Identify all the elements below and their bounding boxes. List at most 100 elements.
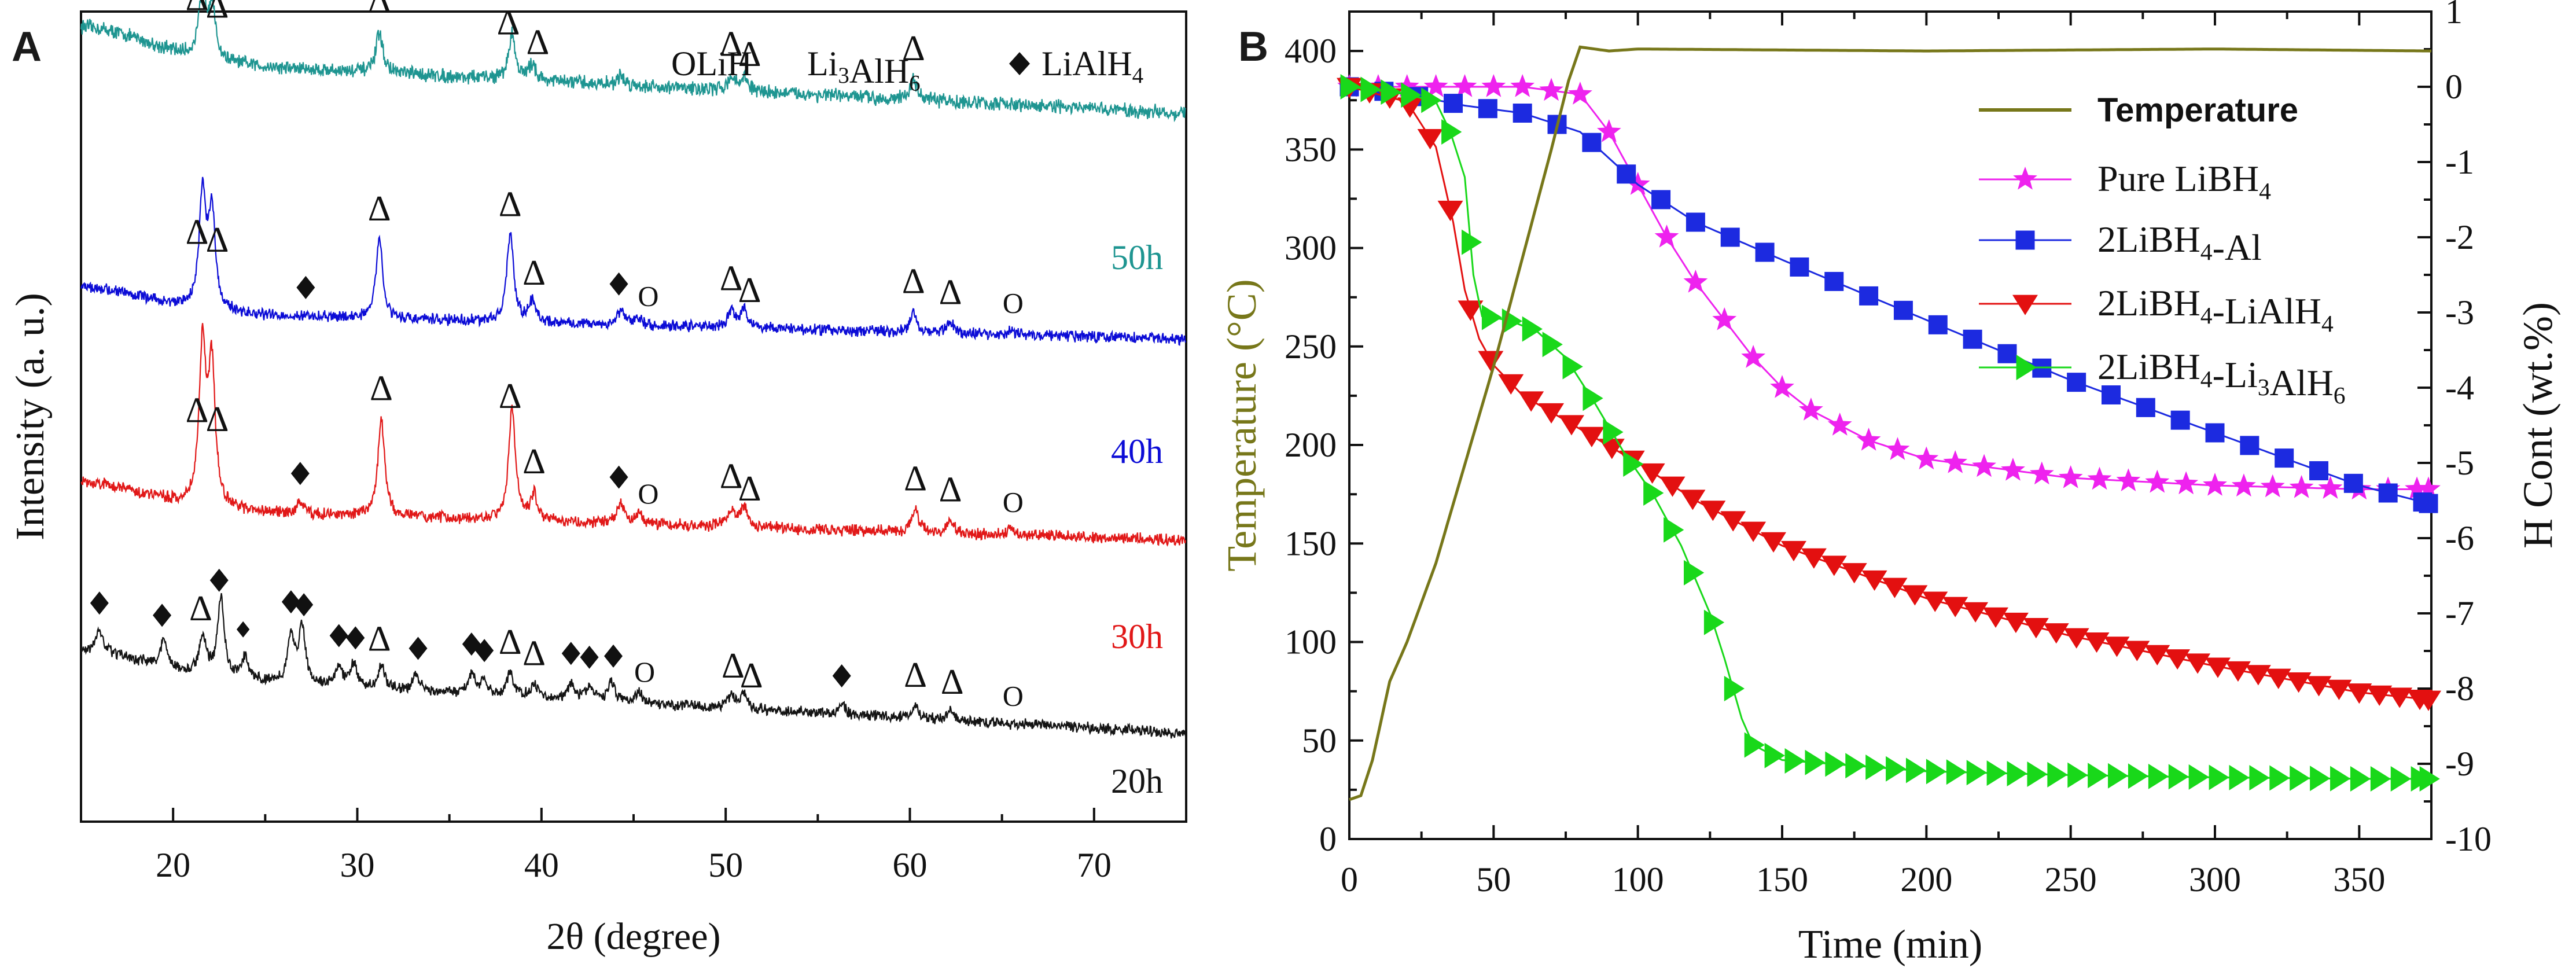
square-marker <box>1651 190 1671 209</box>
legend-lialh4: LiAlH4 <box>1042 45 1143 88</box>
tri-down-marker <box>2185 653 2211 674</box>
star-marker <box>1423 74 1448 97</box>
square-marker <box>2170 410 2190 430</box>
legend-label: 2LiBH4-Al <box>2097 219 2262 268</box>
y-right-tick-label: 1 <box>2445 0 2463 31</box>
tri-right-marker <box>2188 764 2209 790</box>
xrd-curve-30h <box>80 323 1187 547</box>
panel-a: A 2θ (degree) Intensity (a. u.) 20 30 40 50… <box>8 0 1187 958</box>
tri-right-marker <box>1724 676 1745 701</box>
x-tick-label: 250 <box>2045 860 2097 899</box>
lih-marker: O <box>1003 287 1024 319</box>
tri-right-marker <box>2007 761 2027 787</box>
tri-down-marker <box>2043 623 2069 644</box>
li3alh6-marker: Δ <box>941 663 964 702</box>
panel-b-letter: B <box>1238 24 1268 70</box>
tri-right-marker <box>1481 304 1503 330</box>
tri-down-marker <box>1902 585 1928 606</box>
tri-right-marker <box>1522 316 1543 342</box>
lialh4-marker <box>409 636 428 660</box>
star-marker <box>1510 74 1535 97</box>
li3alh6-marker: Δ <box>497 3 520 42</box>
panel-b-axes: 0 50 100 150 200 250 300 350 0 50 100 150 200 250 300 3… <box>1285 0 2492 899</box>
tri-right-marker <box>1966 760 1987 786</box>
tri-right-marker <box>1441 119 1462 145</box>
tri-right-marker <box>2330 766 2351 792</box>
tri-down-marker <box>2012 295 2038 315</box>
y-right-tick-label: -6 <box>2445 519 2474 557</box>
tri-down-marker <box>1417 129 1443 150</box>
tri-right-marker <box>2290 765 2310 791</box>
y-right-tick-label: -10 <box>2445 820 2492 858</box>
tri-down-marker <box>2367 685 2393 706</box>
lialh4-marker <box>236 621 250 638</box>
star-marker <box>2058 465 2083 488</box>
tri-down-marker <box>2225 661 2251 682</box>
square-marker <box>1928 315 1948 334</box>
star-marker <box>1654 225 1679 248</box>
lialh4-marker <box>580 645 599 669</box>
tri-down-marker <box>1761 532 1787 553</box>
li3alh6-marker: Δ <box>522 634 546 674</box>
square-marker <box>1859 286 1879 306</box>
tri-right-marker <box>1865 754 1886 780</box>
tri-right-marker <box>1381 79 1401 105</box>
legend-lih: OLiH <box>671 45 752 83</box>
panel-b: B Time (min) Temperature (°C) H Cont (wt… <box>1219 0 2561 967</box>
star-marker <box>1625 172 1650 195</box>
tri-right-marker <box>1946 759 1967 785</box>
li3alh6-marker: Δ <box>904 656 927 695</box>
panel-a-legend: OLiH Li3AlH6 LiAlH4 <box>671 45 1143 95</box>
series-label-20h: 20h <box>1111 762 1163 800</box>
legend-lialh4-diamond <box>1009 52 1030 75</box>
xrd-curve-40h <box>80 176 1187 346</box>
star-marker <box>1770 375 1794 398</box>
li3alh6-marker: Δ <box>939 273 962 312</box>
star-marker <box>1914 446 1939 470</box>
tri-right-marker <box>1462 229 1482 255</box>
tri-right-marker <box>1905 757 1927 783</box>
panel-b-ylabel-right: H Cont (wt.%) <box>2515 302 2561 549</box>
lih-marker: O <box>1003 485 1024 518</box>
series-temperature <box>1349 45 2432 801</box>
tri-down-marker <box>1558 415 1584 436</box>
series-label-50h: 50h <box>1111 238 1163 277</box>
tri-right-marker <box>1764 742 1785 768</box>
tri-right-marker <box>1986 760 2007 786</box>
tri-down-marker <box>2124 641 2150 661</box>
xrd-curve-50h <box>80 0 1186 123</box>
lih-marker: O <box>1003 679 1024 712</box>
li3alh6-marker: Δ <box>740 656 763 696</box>
tri-right-marker <box>2310 766 2331 792</box>
star-marker <box>1568 82 1592 105</box>
tri-right-marker <box>1825 751 1846 777</box>
star-marker <box>1827 413 1852 436</box>
li3alh6-marker: Δ <box>720 457 743 496</box>
square-marker <box>1617 164 1636 184</box>
tri-down-marker <box>2023 618 2049 639</box>
li3alh6-marker: Δ <box>522 442 546 481</box>
star-marker <box>2001 458 2025 481</box>
series-label-40h: 40h <box>1111 432 1163 470</box>
tri-down-marker <box>2205 657 2231 678</box>
square-marker <box>1997 344 2017 363</box>
tri-down-marker <box>1780 540 1806 562</box>
star-marker <box>2174 471 2199 495</box>
star-marker <box>1394 74 1419 97</box>
lialh4-marker <box>561 642 580 665</box>
li3alh6-marker: Δ <box>368 0 391 21</box>
tri-down-marker <box>1700 501 1726 521</box>
tri-down-marker <box>1498 374 1524 395</box>
tri-right-marker <box>2016 355 2037 380</box>
tri-right-marker <box>2419 766 2440 792</box>
y-right-tick-label: -5 <box>2445 444 2474 482</box>
li3alh6-marker: Δ <box>522 253 546 293</box>
tri-down-marker <box>1659 476 1686 497</box>
star-marker <box>1452 74 1477 97</box>
y-left-tick-label: 400 <box>1285 32 1337 70</box>
li3alh6-marker: Δ <box>186 0 209 18</box>
tri-down-marker <box>1963 602 1989 623</box>
li3alh6-marker: Δ <box>499 377 522 416</box>
